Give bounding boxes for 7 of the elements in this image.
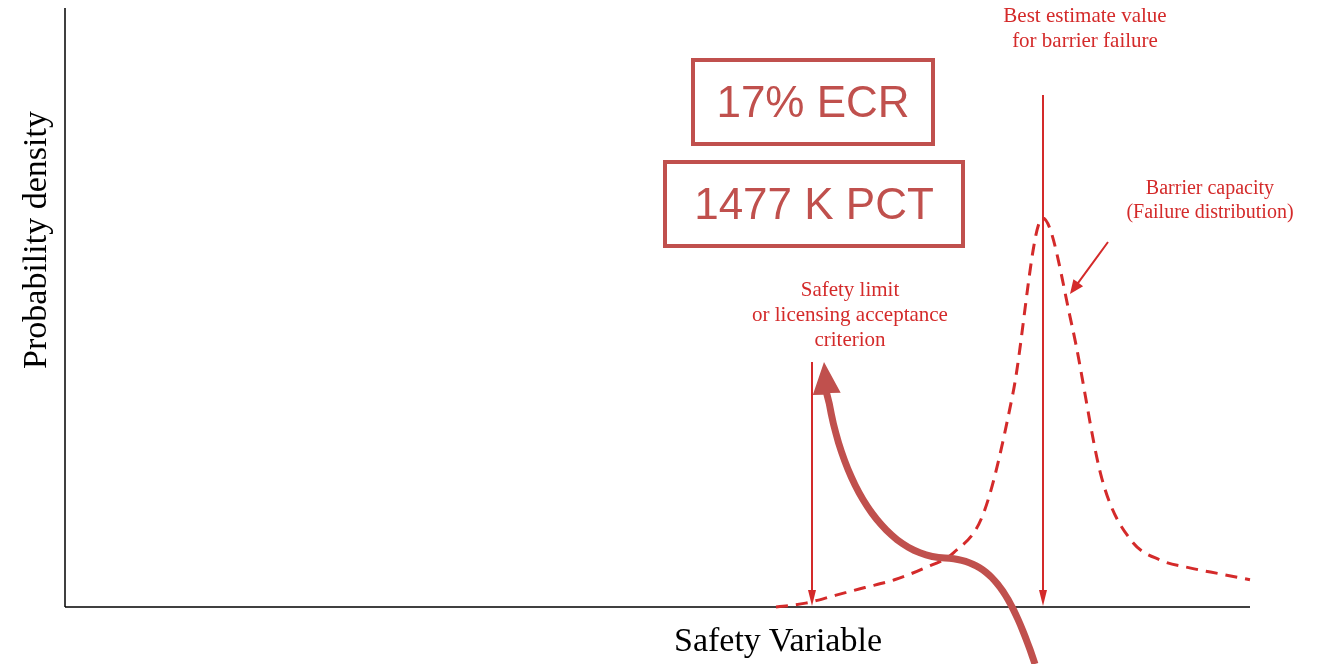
x-axis-title: Safety Variable: [673, 621, 883, 658]
annotation: Safety limit or licensing acceptance criterion: [752, 277, 948, 352]
text: Best estimate value for barrier failure: [1003, 3, 1167, 53]
annotation: Barrier capacity (Failure distribution): [1126, 176, 1294, 223]
annotation: 1477 K PCT: [694, 179, 934, 228]
y-axis-title: Probability density: [16, 111, 53, 369]
text: 17% ECR: [716, 77, 910, 126]
